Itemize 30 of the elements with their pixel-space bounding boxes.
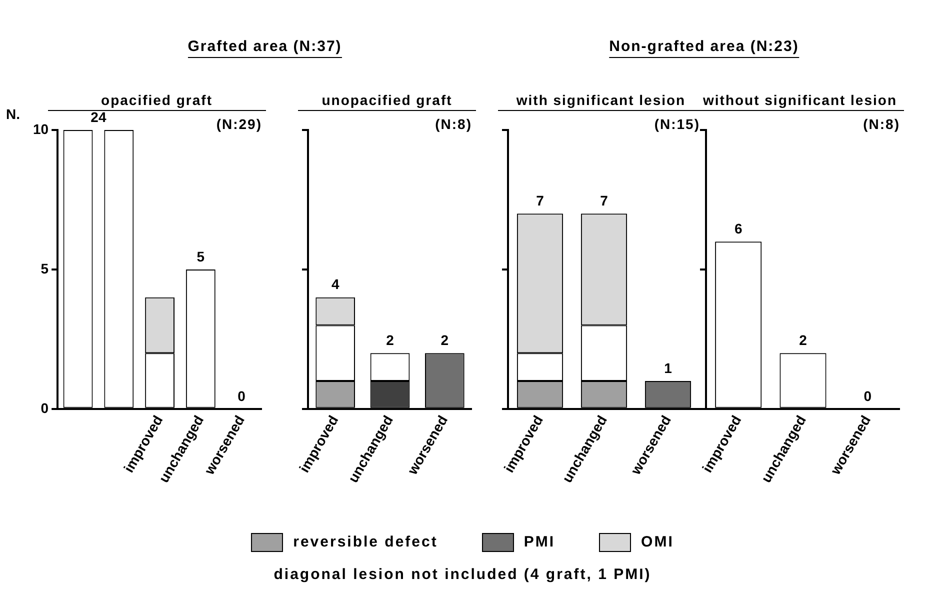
- text: diagonal lesion not included (4 graft, 1 PMI): [272, 566, 652, 583]
- total-label: 2: [799, 332, 808, 348]
- y-tick-label: 5: [40, 260, 49, 276]
- total-label: 2: [440, 332, 449, 348]
- chart-title: unopacified graft: [298, 92, 476, 111]
- total-label: 7: [536, 192, 544, 209]
- chart-title: opacified graft: [101, 92, 212, 108]
- chart-subtitle: (N:8): [434, 116, 472, 132]
- text: Non-grafted area (N:23): [609, 38, 799, 58]
- total-label: 1: [664, 360, 672, 376]
- chart-subtitle: (N:29): [216, 116, 262, 132]
- y-tick-label: 0: [40, 400, 49, 416]
- chart-subtitle: (N:8): [862, 116, 900, 132]
- legend-label: PMI: [524, 533, 556, 550]
- y-tick-label: 10: [32, 120, 49, 137]
- y-axis-title: N.: [6, 106, 20, 122]
- legend-label: OMI: [641, 533, 674, 550]
- total-label: 0: [864, 388, 872, 404]
- total-label: 0: [238, 388, 246, 404]
- text: Grafted area (N:37): [188, 38, 342, 58]
- text: 24: [90, 108, 106, 125]
- legend-label: reversible defect: [293, 533, 438, 550]
- chart-subtitle: (N:15): [653, 116, 700, 132]
- chart-title: without significant lesion: [696, 92, 904, 111]
- chart-title: with significant lesion: [498, 92, 704, 111]
- total-label: 6: [734, 220, 742, 236]
- total-label: 7: [600, 192, 608, 209]
- total-label: 5: [196, 248, 205, 264]
- total-label: 4: [331, 276, 340, 292]
- total-label: 2: [386, 332, 394, 348]
